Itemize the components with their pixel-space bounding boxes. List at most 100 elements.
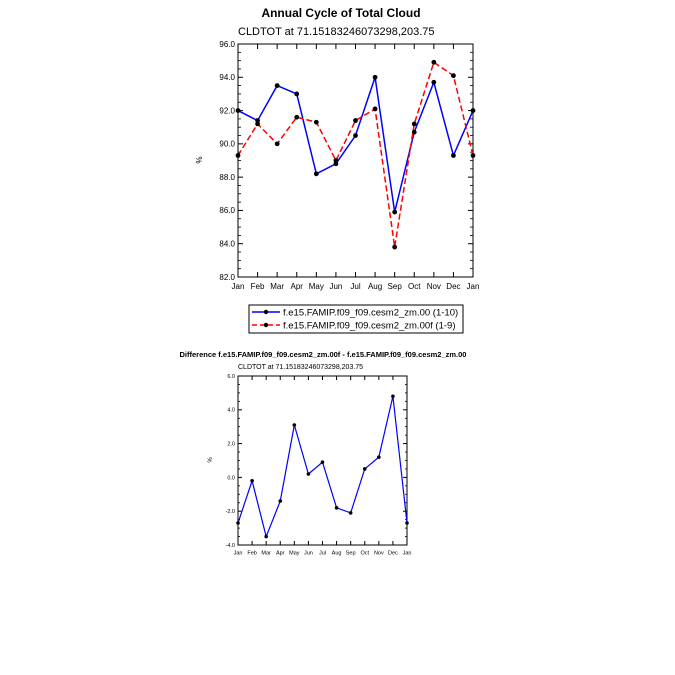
chart2-xtick-label: Aug	[332, 551, 342, 557]
chart1-series-1-point	[372, 74, 378, 80]
chart1-series-2-point	[372, 106, 378, 112]
legend-marker-series-2	[263, 322, 269, 328]
chart2-series-1-point	[391, 394, 395, 399]
chart1-xtick-label: May	[309, 282, 324, 291]
chart2-xtick-label: Nov	[374, 551, 384, 557]
chart2-series-1-point	[292, 423, 297, 427]
chart1-ytick-label: 88.0	[219, 173, 235, 182]
chart1-series-2-point	[451, 73, 456, 79]
chart2-series-1-point	[236, 521, 240, 525]
chart1-series-1-point	[353, 133, 358, 138]
chart1-xtick-label: Jul	[350, 282, 360, 291]
chart1-xtick-label: Jun	[329, 282, 342, 291]
chart1-series-1-point	[235, 108, 241, 113]
chart1-axes: 82.0 84.0 86.0 88.0 90.0 92.0 94.0 96.0 Jan Feb Ma…	[219, 40, 479, 291]
chart1-series-1-point	[411, 129, 417, 135]
chart2-series	[236, 394, 409, 539]
chart1-series-1-point	[255, 118, 260, 123]
chart1-ylabel: %	[195, 156, 204, 163]
chart1-series-1-point	[392, 209, 398, 215]
chart2-series-1-point	[334, 506, 339, 510]
chart1-series-1-point	[313, 171, 319, 177]
chart2-axes: -4.0 -2.0 0.0 2.0 4.0 6.0 Jan Feb Mar Apr May Jun Ju…	[226, 374, 412, 557]
chart2-ytick-label: 4.0	[227, 408, 235, 414]
chart2-ytick-label: -4.0	[226, 543, 235, 549]
chart2-title: Difference f.e15.FAMIP.f09_f09.cesm2_zm.…	[180, 350, 467, 359]
chart2-series-1-point	[278, 499, 283, 503]
chart1-xtick-label: Oct	[408, 282, 421, 291]
chart1-ytick-label: 82.0	[219, 273, 235, 282]
chart2-series-1-line	[237, 396, 408, 539]
chart1-series-1-point	[274, 83, 280, 89]
chart1-ytick-label: 84.0	[219, 240, 235, 249]
chart1-ytick-label: 96.0	[219, 40, 235, 49]
chart1-series-2-point	[294, 114, 300, 120]
chart2-xtick-label: Jul	[319, 551, 326, 557]
chart1-ytick-label: 90.0	[219, 140, 235, 149]
chart2-series-1-point	[362, 467, 367, 471]
chart2-xtick-label: Jan	[403, 551, 412, 557]
chart1-series-2-line	[237, 61, 474, 248]
chart2-series-1-point	[377, 455, 381, 459]
chart2-xtick-label: May	[289, 551, 300, 557]
chart1-xtick-label: Dec	[446, 282, 460, 291]
chart1-subtitle: CLDTOT at 71.15183246073298,203.75	[238, 26, 435, 38]
chart2-xtick-label: Apr	[276, 551, 285, 557]
chart1-series	[235, 59, 476, 250]
chart1-series-1-point	[431, 79, 437, 85]
chart1-series-2-point	[392, 244, 398, 250]
chart1-title: Annual Cycle of Total Cloud	[261, 6, 420, 20]
chart2-ytick-label: 0.0	[227, 475, 235, 481]
chart2-xtick-label: Jan	[234, 551, 243, 557]
chart1-series-2-point	[333, 158, 339, 163]
chart2-xtick-label: Sep	[346, 551, 356, 557]
chart2-xtick-label: Jun	[304, 551, 313, 557]
chart1-series-1-point	[333, 161, 339, 167]
chart1-legend: f.e15.FAMIP.f09_f09.cesm2_zm.00 (1-10) f…	[248, 304, 464, 334]
legend-label-series-1: f.e15.FAMIP.f09_f09.cesm2_zm.00 (1-10)	[283, 308, 458, 319]
chart2-ytick-label: 2.0	[227, 442, 235, 448]
chart-difference: Difference f.e15.FAMIP.f09_f09.cesm2_zm.…	[180, 350, 467, 557]
chart1-plot-frame	[237, 43, 474, 278]
chart1-xtick-label: Sep	[388, 282, 403, 291]
chart1-ytick-label: 92.0	[219, 106, 235, 115]
chart1-xtick-label: Jan	[232, 282, 245, 291]
chart2-ytick-label: -2.0	[226, 509, 235, 515]
chart1-xtick-label: Feb	[251, 282, 265, 291]
chart1-series-2-point	[353, 118, 358, 123]
chart2-series-1-point	[264, 534, 268, 539]
chart1-ytick-label: 94.0	[219, 73, 235, 82]
chart2-series-1-point	[306, 472, 311, 476]
chart1-series-2-point	[255, 121, 260, 127]
chart1-series-2-point	[274, 141, 280, 147]
chart1-xtick-label: Jan	[467, 282, 480, 291]
legend-marker-series-1	[263, 309, 269, 315]
chart1-xtick-label: Apr	[291, 282, 304, 291]
chart1-series-1-point	[451, 153, 456, 158]
chart2-ytick-label: 6.0	[227, 374, 235, 380]
chart-annual-cycle: Annual Cycle of Total Cloud CLDTOT at 71…	[195, 6, 479, 334]
legend-box	[248, 304, 464, 334]
chart1-series-1-line	[237, 77, 474, 213]
chart1-xtick-label: Aug	[368, 282, 382, 291]
chart1-series-1-point	[294, 91, 300, 97]
chart1-series-1-point	[470, 108, 476, 113]
chart2-subtitle: CLDTOT at 71.15183246073298,203.75	[238, 364, 363, 371]
legend-label-series-2: f.e15.FAMIP.f09_f09.cesm2_zm.00f (1-9)	[283, 321, 456, 332]
chart2-series-1-point	[348, 511, 353, 515]
chart2-xtick-label: Dec	[388, 551, 398, 557]
chart1-xtick-label: Nov	[427, 282, 441, 291]
chart1-series-2-point	[470, 153, 476, 158]
chart1-series-2-point	[411, 121, 417, 127]
chart2-series-1-point	[250, 478, 254, 483]
chart2-series-1-point	[320, 460, 325, 464]
chart1-series-2-point	[431, 59, 437, 65]
chart2-xtick-label: Feb	[247, 551, 256, 557]
chart2-ylabel: %	[208, 457, 214, 463]
chart2-xtick-label: Oct	[360, 551, 369, 557]
chart2-series-1-point	[405, 521, 409, 525]
chart1-series-2-point	[235, 153, 241, 158]
chart2-xtick-label: Mar	[261, 551, 271, 557]
chart1-series-2-point	[313, 119, 319, 125]
